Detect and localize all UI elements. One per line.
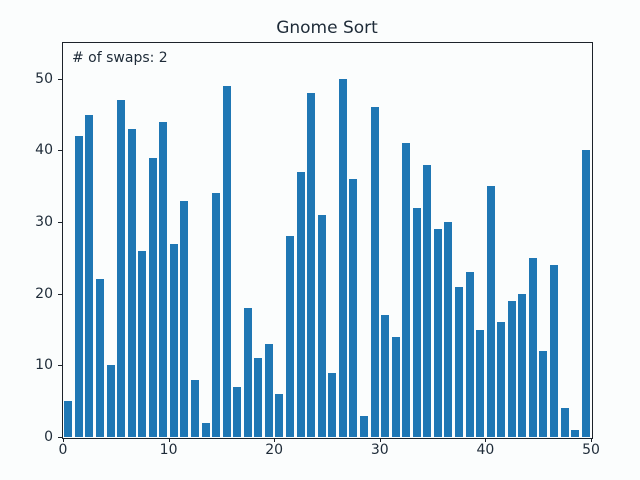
bar	[402, 143, 411, 437]
bar	[497, 322, 506, 437]
bar	[169, 243, 178, 437]
bar	[433, 229, 442, 437]
bar	[117, 100, 126, 437]
bar	[64, 401, 73, 437]
bar	[328, 372, 337, 437]
bar	[317, 214, 326, 437]
bar	[138, 250, 147, 437]
bar	[222, 85, 231, 437]
y-tick-mark	[58, 293, 62, 295]
bar	[106, 365, 115, 437]
bar	[95, 279, 104, 437]
x-tick-mark	[168, 438, 170, 442]
bar	[275, 394, 284, 437]
bar	[581, 150, 590, 437]
bar	[560, 408, 569, 437]
bar	[486, 186, 495, 437]
x-tick-mark	[379, 438, 381, 442]
x-tick-mark	[63, 438, 64, 442]
bar	[455, 286, 463, 437]
bar	[571, 429, 580, 437]
bar	[465, 272, 474, 437]
y-tick-label: 50	[35, 70, 53, 87]
y-tick-label: 10	[35, 357, 53, 374]
bar	[148, 157, 157, 437]
bar	[180, 200, 189, 437]
bar	[243, 308, 252, 437]
y-tick-mark	[58, 365, 62, 367]
x-tick-label: 40	[476, 442, 495, 458]
y-tick-mark	[58, 78, 62, 80]
bar	[233, 386, 242, 437]
y-tick-mark	[58, 222, 62, 224]
bar	[127, 128, 136, 437]
bar	[201, 422, 210, 437]
bar	[349, 179, 358, 437]
bar	[381, 315, 390, 437]
y-tick-label: 0	[44, 429, 53, 445]
bar	[518, 293, 527, 437]
y-tick-label: 40	[35, 142, 53, 159]
x-tick-label: 10	[159, 442, 178, 458]
bar	[307, 93, 316, 437]
bar	[296, 171, 305, 437]
y-tick-mark	[58, 437, 62, 438]
swap-count-annotation: # of swaps: 2	[72, 50, 168, 66]
bar	[264, 343, 273, 437]
bar	[476, 329, 485, 437]
bar	[423, 164, 432, 437]
bar	[254, 358, 263, 437]
bar	[74, 136, 83, 437]
y-tick-label: 20	[35, 285, 53, 302]
x-tick-mark	[591, 438, 592, 442]
bar	[338, 78, 347, 437]
x-tick-label: 0	[58, 442, 68, 458]
bar	[191, 379, 199, 437]
x-tick-mark	[485, 438, 487, 442]
x-tick-label: 30	[370, 442, 389, 458]
bar	[412, 207, 421, 437]
chart-title: Gnome Sort	[276, 18, 378, 38]
bar	[507, 300, 516, 437]
y-tick-label: 30	[35, 214, 53, 231]
bar	[85, 114, 94, 437]
x-tick-mark	[274, 438, 276, 442]
x-tick-label: 50	[582, 442, 600, 458]
bar	[159, 121, 168, 437]
bar	[391, 336, 400, 437]
bar	[539, 351, 548, 437]
bar	[286, 236, 295, 437]
x-tick-label: 20	[265, 442, 284, 458]
bar	[444, 222, 453, 437]
y-tick-mark	[58, 150, 62, 152]
bar	[528, 257, 537, 437]
bar	[370, 107, 379, 437]
bar	[212, 193, 221, 437]
bar	[359, 415, 368, 437]
bar	[550, 265, 559, 437]
